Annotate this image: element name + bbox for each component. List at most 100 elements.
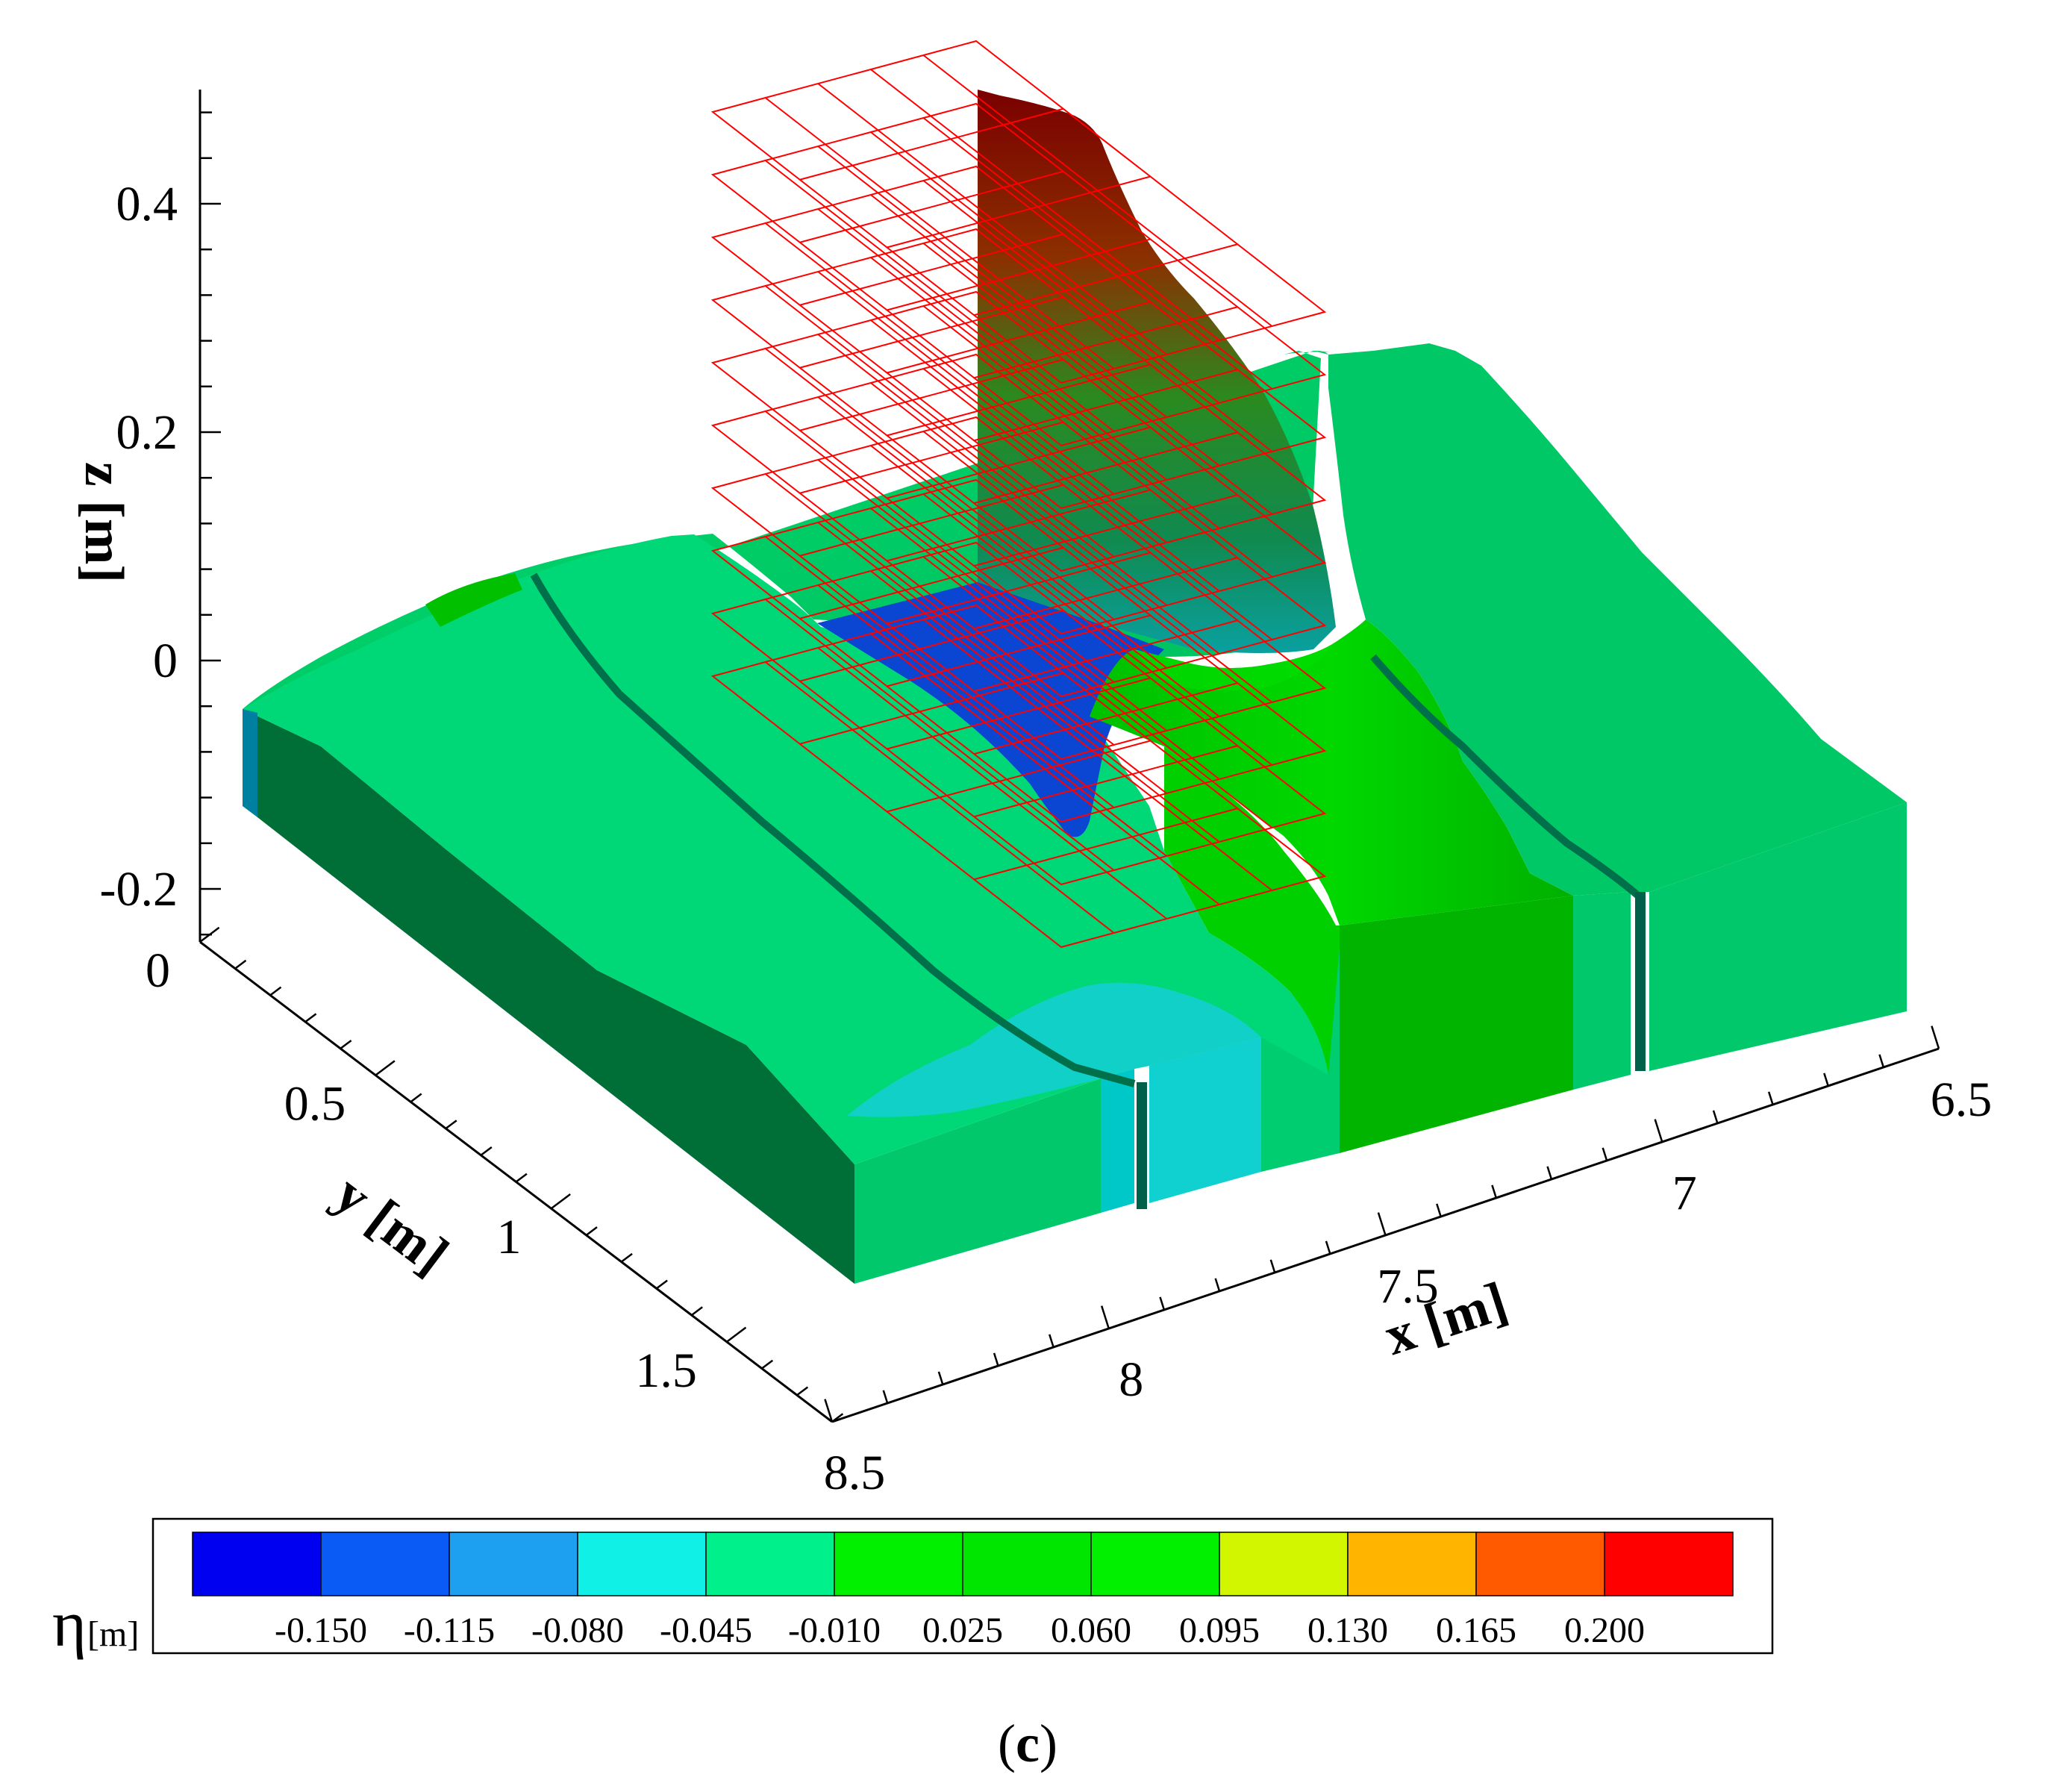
grid-line (817, 83, 1167, 355)
y-tick (375, 1060, 396, 1076)
grid-line (887, 301, 1151, 374)
water-surface (243, 90, 1907, 1284)
trough-patch (847, 982, 1261, 1117)
grid-line (922, 54, 1273, 327)
grid-line (973, 619, 1238, 693)
grid-line (973, 494, 1238, 567)
colorbar: -0.150 -0.115 -0.080 -0.045 -0.010 0.025 0.060… (52, 1517, 1774, 1661)
x-tick (1602, 1147, 1608, 1161)
grid-line (817, 396, 1167, 669)
z-axis-title: z [m] (73, 462, 134, 583)
grid-planes (710, 40, 1327, 949)
y-tick (585, 1226, 598, 1236)
grid-line (973, 745, 1238, 818)
colorbar-labels: -0.150 -0.115 -0.080 -0.045 -0.010 0.025 0.060… (275, 1611, 1645, 1650)
y-tick (304, 1013, 317, 1023)
y-tick (550, 1193, 571, 1210)
y-tick (761, 1359, 774, 1370)
grid-plane-outline (710, 40, 1327, 384)
panel-label: (c) (998, 1714, 1057, 1773)
z-tick-label: -0.2 (100, 862, 178, 917)
grid-line (764, 599, 1115, 871)
grid-line (764, 473, 1115, 746)
grid-line (887, 740, 1151, 813)
left-front-face (854, 1078, 1101, 1284)
grid-line (973, 369, 1238, 442)
grid-line (973, 557, 1238, 630)
grid-line (922, 305, 1273, 578)
grid-line (922, 556, 1273, 828)
y-tick (796, 1386, 809, 1396)
grid-line (817, 584, 1167, 857)
x-tick-labels: 6.5 7 7.5 8 8.5 (824, 1073, 1993, 1500)
z-tick-label: 0.2 (116, 405, 178, 460)
right-mid-front (1573, 892, 1631, 1090)
colorbar-cell (192, 1532, 322, 1596)
grid-line (973, 306, 1238, 379)
x-tick (937, 1371, 944, 1385)
x-tick (1436, 1203, 1442, 1217)
grid-plane (710, 290, 1327, 635)
colorbar-level-label: -0.010 (788, 1611, 881, 1650)
x-tick (1214, 1278, 1221, 1292)
grid-line (764, 348, 1115, 620)
y-tick (620, 1252, 633, 1263)
x-tick (1491, 1184, 1497, 1199)
grid-line (887, 426, 1151, 499)
colorbar-cells (192, 1532, 1734, 1596)
grid-plane-outline (710, 478, 1327, 823)
y-tick-label: 0.5 (284, 1077, 346, 1131)
grid-plane-outline (710, 290, 1327, 635)
grid-line (887, 363, 1151, 437)
grid-line (764, 661, 1115, 934)
trough-front-face-2 (1149, 1037, 1261, 1203)
colorbar-cell (705, 1532, 835, 1596)
grid-line (799, 358, 1064, 431)
grid-line (973, 808, 1238, 881)
y-tick (269, 986, 282, 996)
grid-line (799, 107, 1064, 181)
y-tick (480, 1146, 493, 1156)
grid-line (922, 368, 1273, 640)
z-axis-ticks (200, 111, 221, 936)
grid-line (817, 208, 1167, 481)
grid-plane-outline (710, 102, 1327, 447)
grid-plane-outline (710, 416, 1327, 761)
grid-line (799, 609, 1064, 682)
colorbar-level-label: -0.045 (660, 1611, 752, 1650)
grid-line (799, 170, 1064, 243)
grid-line (817, 146, 1167, 418)
grid-plane-outline (710, 541, 1327, 886)
x-tick-label: 8.5 (824, 1446, 886, 1500)
grid-line (764, 160, 1115, 432)
grid-line (870, 445, 1220, 717)
wave-crest (1090, 619, 1573, 925)
colorbar-cell (1219, 1532, 1349, 1596)
colorbar-cell (962, 1532, 1092, 1596)
grid-line (764, 285, 1115, 558)
grid-line (799, 484, 1064, 557)
grid-plane (710, 478, 1327, 823)
trough-front-face (1101, 1069, 1134, 1213)
x-tick (993, 1352, 999, 1367)
colorbar-level-label: -0.115 (404, 1611, 495, 1650)
colorbar-cell (834, 1532, 963, 1596)
y-tick (340, 1040, 352, 1049)
colorbar-variable: η (52, 1588, 87, 1661)
grid-line (922, 243, 1273, 515)
grid-line (870, 382, 1220, 655)
grid-plane (710, 228, 1327, 572)
grid-line (887, 175, 1151, 249)
wave-front-face (1340, 896, 1573, 1153)
y-tick (410, 1093, 422, 1103)
grid-line (799, 546, 1064, 619)
x-tick (1325, 1240, 1331, 1255)
grid-line (887, 489, 1151, 562)
colorbar-cell (449, 1532, 578, 1596)
grid-line (870, 508, 1220, 780)
x-tick (1712, 1110, 1719, 1124)
channel-bottom (817, 582, 1164, 837)
grid-plane-outline (710, 228, 1327, 572)
grid-line (870, 633, 1220, 905)
grid-line (922, 117, 1273, 390)
